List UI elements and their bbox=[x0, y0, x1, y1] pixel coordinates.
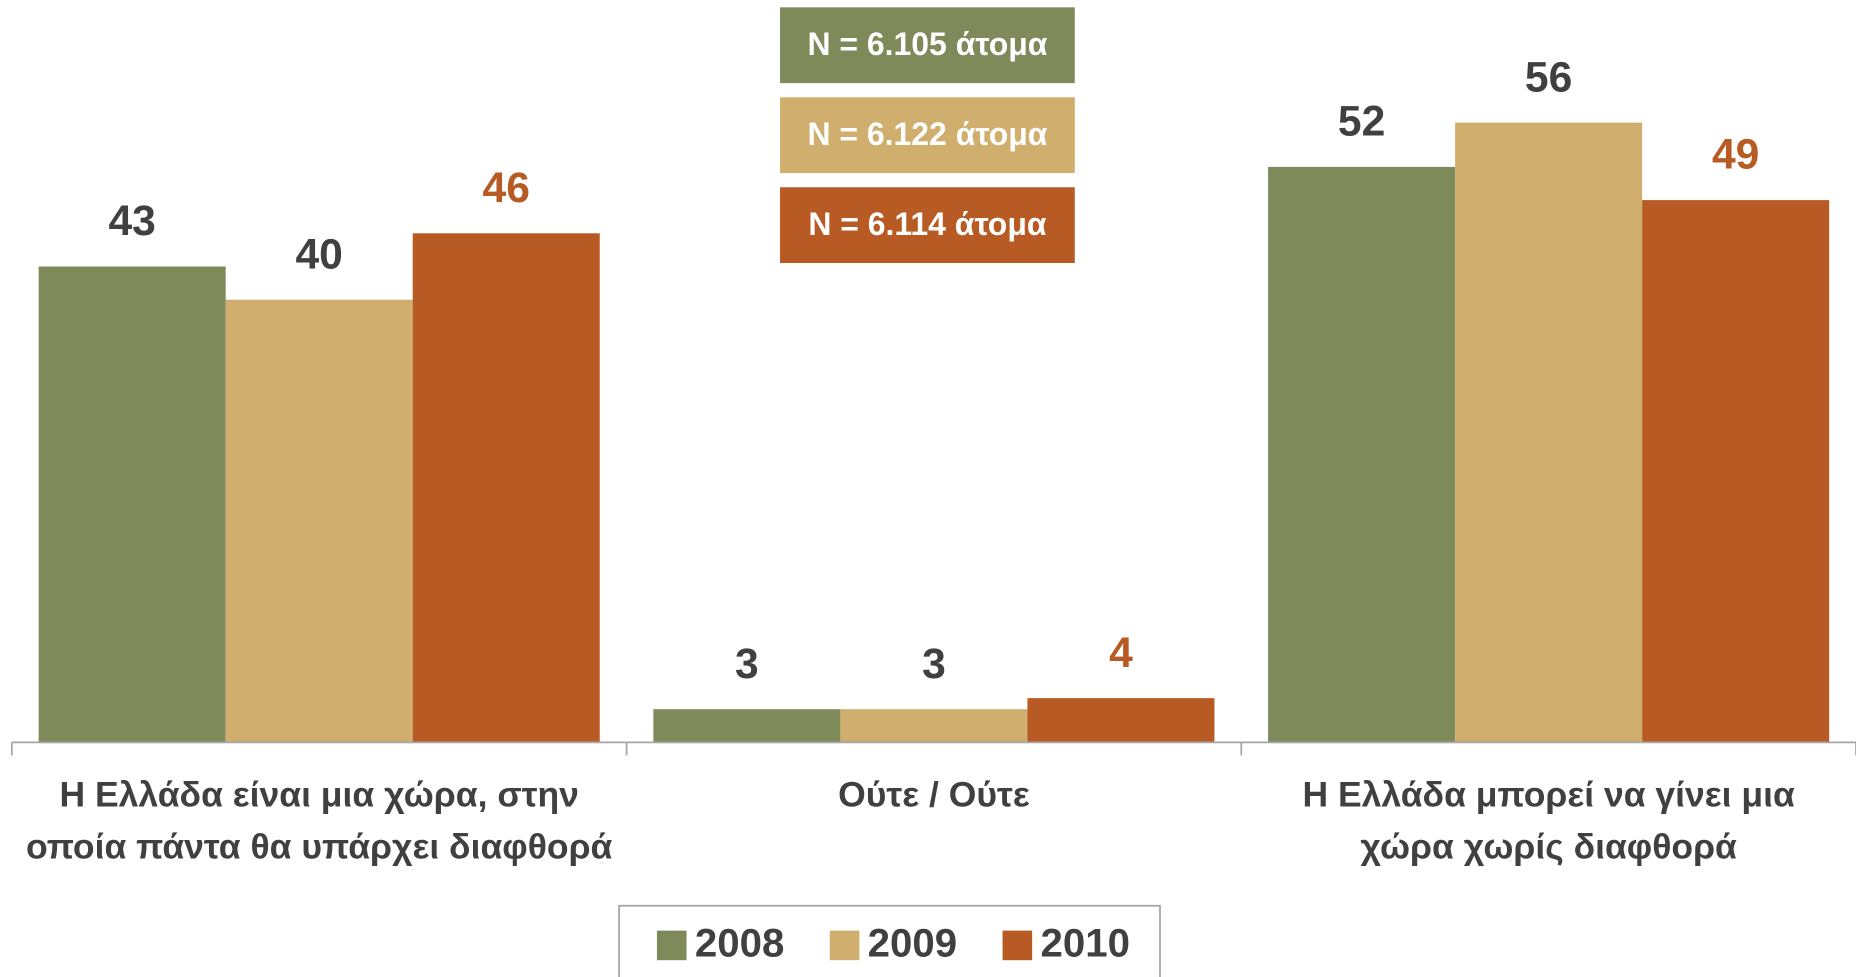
bar bbox=[840, 709, 1028, 743]
x-tick-label: Η Ελλάδα μπορεί να γίνει μια χώρα χωρίς … bbox=[1302, 775, 1795, 867]
legend-label: 2008 bbox=[695, 921, 785, 966]
annotation-text: N = 6.122 άτομα bbox=[807, 116, 1047, 152]
data-label: 3 bbox=[735, 640, 759, 688]
bar bbox=[653, 709, 841, 743]
legend-swatch bbox=[829, 930, 860, 961]
annotation-box bbox=[780, 97, 1075, 174]
x-tick-label-box: Η Ελλάδα είναι μια χώρα, στην οποία πάντ… bbox=[25, 775, 613, 867]
annotation-box bbox=[780, 7, 1075, 84]
data-label: 4 bbox=[1109, 629, 1133, 677]
x-tick-label-box: Η Ελλάδα μπορεί να γίνει μια χώρα χωρίς … bbox=[1302, 775, 1795, 867]
legend-swatch bbox=[656, 930, 687, 961]
legend-box bbox=[618, 904, 1161, 977]
annotation-text: N = 6.105 άτομα bbox=[807, 26, 1047, 62]
bar bbox=[412, 233, 600, 743]
data-label: 52 bbox=[1338, 98, 1385, 146]
data-label: 3 bbox=[922, 640, 946, 688]
data-label: 49 bbox=[1712, 131, 1759, 179]
x-tick-label: Η Ελλάδα είναι μια χώρα, στην οποία πάντ… bbox=[25, 775, 613, 867]
legend-label: 2009 bbox=[868, 921, 958, 966]
annotation-box bbox=[780, 187, 1075, 264]
bar bbox=[1268, 166, 1456, 743]
data-label: 56 bbox=[1525, 53, 1572, 101]
bar bbox=[1642, 200, 1830, 743]
annotation-text: N = 6.114 άτομα bbox=[808, 206, 1047, 242]
bar bbox=[225, 299, 413, 743]
bar bbox=[1027, 698, 1215, 743]
bar bbox=[1455, 122, 1643, 743]
data-label: 46 bbox=[483, 164, 530, 212]
bar bbox=[38, 266, 226, 743]
data-label: 40 bbox=[295, 230, 342, 278]
legend-label: 2010 bbox=[1040, 921, 1130, 966]
data-label: 43 bbox=[108, 197, 155, 245]
x-tick-label-box: Ούτε / Ούτε bbox=[838, 775, 1030, 815]
x-tick-label: Ούτε / Ούτε bbox=[838, 775, 1030, 815]
legend-swatch bbox=[1002, 930, 1033, 961]
